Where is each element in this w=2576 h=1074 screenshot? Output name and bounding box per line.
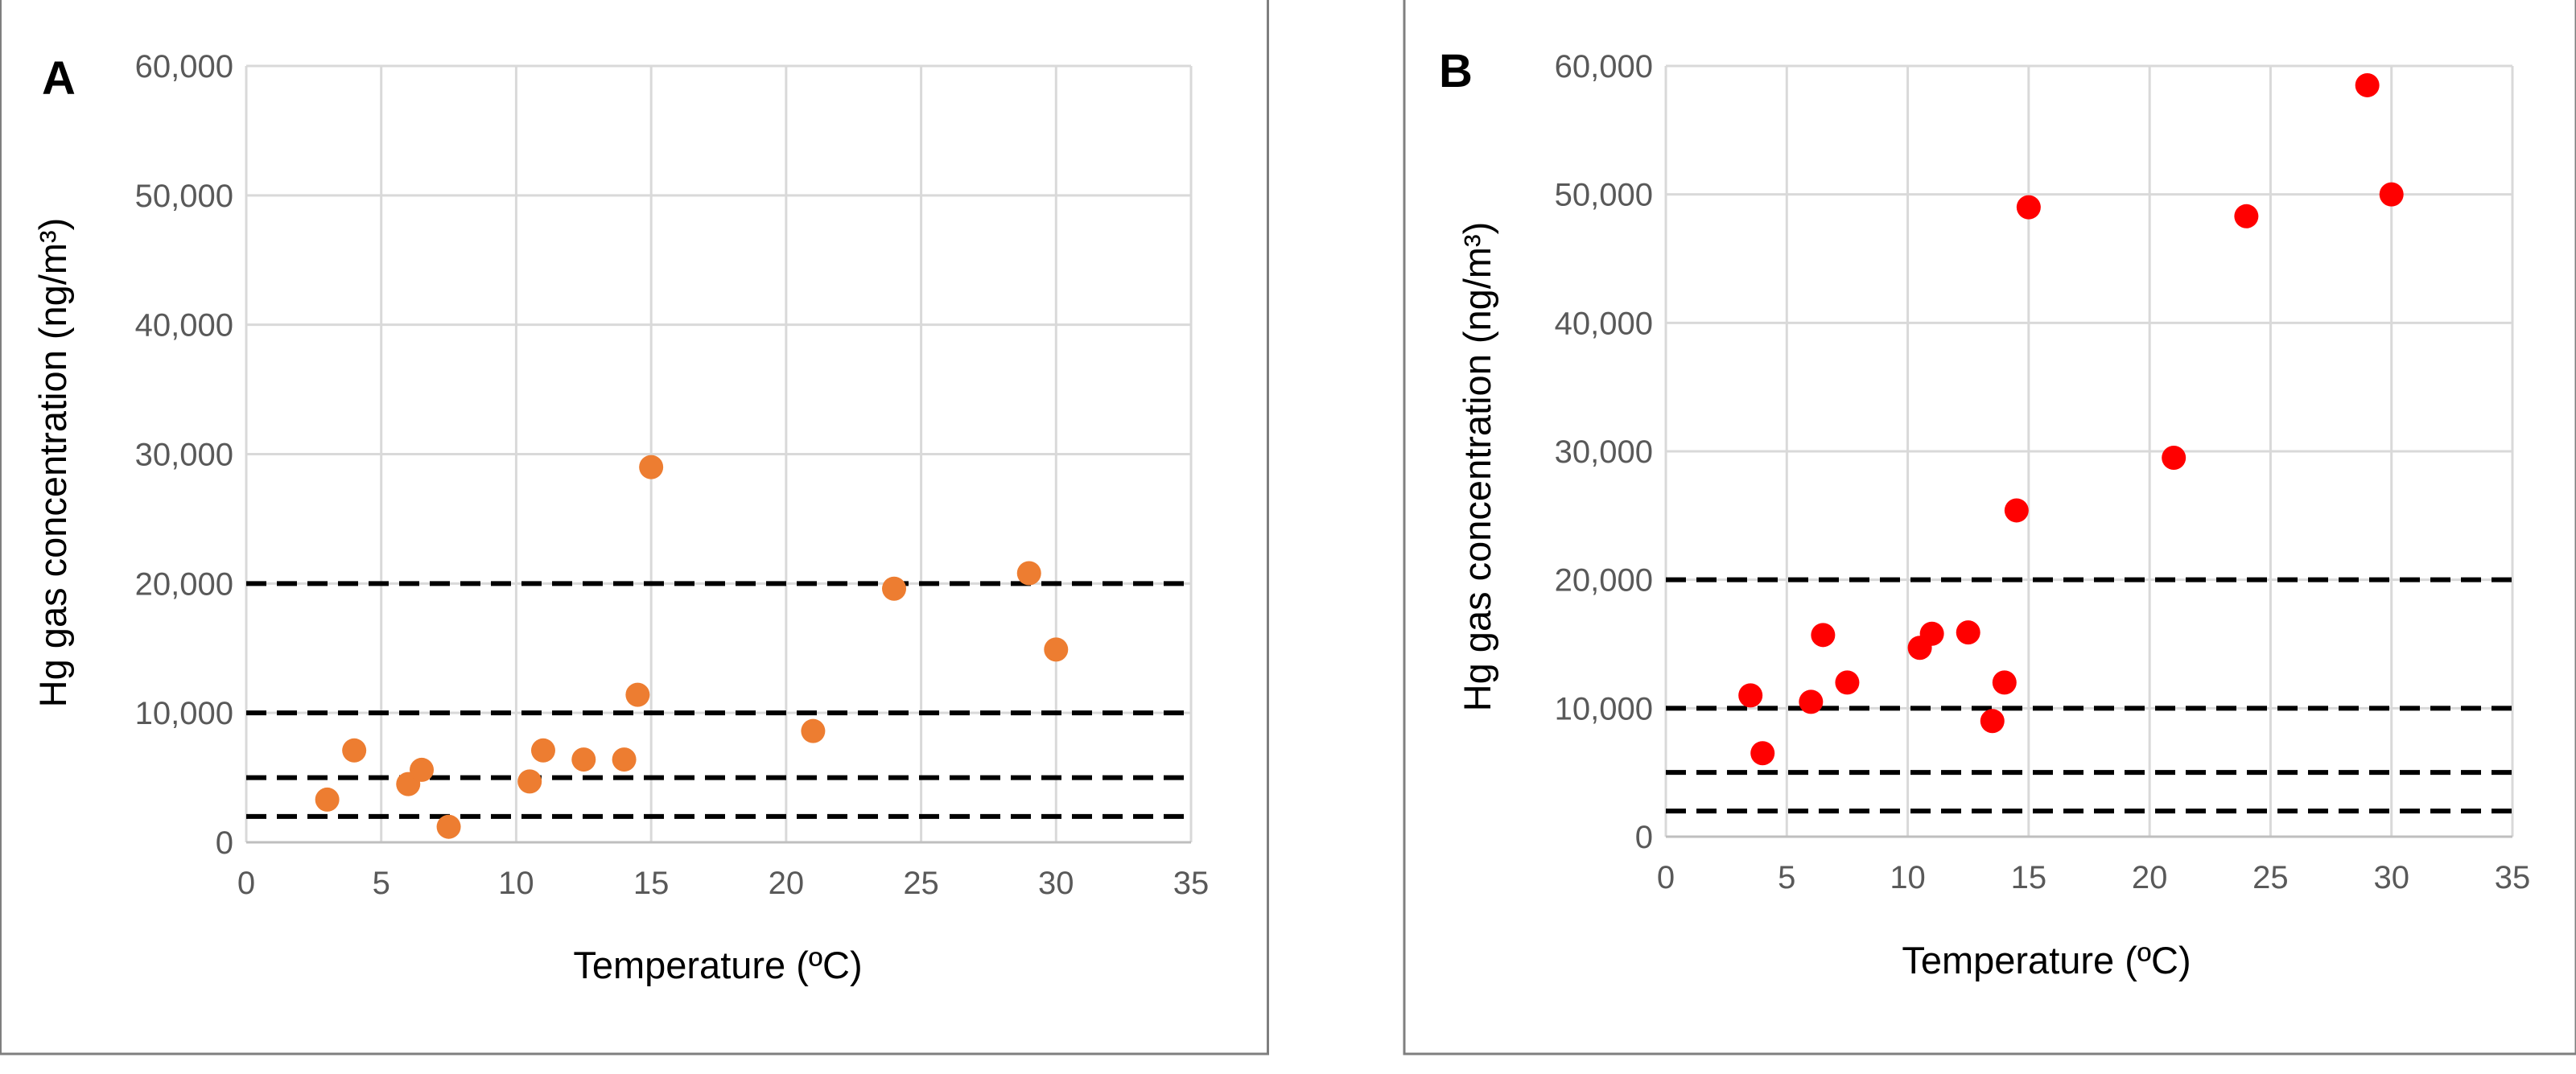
chart-b-gridlines xyxy=(1664,64,2514,838)
x-tick-label: 5 xyxy=(1778,860,1795,895)
y-tick-label: 0 xyxy=(1635,820,1653,855)
y-tick-label: 60,000 xyxy=(1555,49,1653,84)
chart-b-panel-label: B xyxy=(1439,45,1473,97)
data-point-6 xyxy=(517,769,542,794)
x-tick-label: 15 xyxy=(2011,860,2047,895)
x-tick-label: 20 xyxy=(2132,860,2168,895)
x-tick-label: 10 xyxy=(498,866,534,901)
chart-a-x-tick-labels: 0 5 10 15 20 25 30 35 xyxy=(237,866,1209,901)
y-tick-label: 20,000 xyxy=(1555,563,1653,599)
x-tick-label: 25 xyxy=(2252,860,2289,895)
chart-a-points xyxy=(315,455,1069,839)
data-point-7 xyxy=(530,738,555,763)
chart-b-x-axis-title: Temperature (ºC) xyxy=(1902,939,2191,981)
y-tick-label: 30,000 xyxy=(1555,434,1653,470)
data-point-3 xyxy=(1799,689,1824,714)
data-point-5 xyxy=(1835,670,1860,695)
data-point-8 xyxy=(1956,620,1980,645)
chart-b-x-tick-labels: 0 5 10 15 20 25 30 35 xyxy=(1657,860,2530,895)
chart-a-gridlines xyxy=(245,64,1193,844)
chart-b: 0 10,000 20,000 30,000 40,000 50,000 60,000 0 5… xyxy=(1439,45,2530,981)
x-tick-label: 20 xyxy=(769,866,805,901)
data-point-10 xyxy=(1992,670,2017,695)
x-tick-label: 0 xyxy=(1657,860,1675,895)
data-point-7 xyxy=(1919,621,1944,646)
chart-a-y-axis-title: Hg gas concentration (ng/m³) xyxy=(31,218,74,708)
data-point-11 xyxy=(2004,498,2029,523)
y-tick-label: 40,000 xyxy=(135,308,233,344)
data-point-14 xyxy=(1016,561,1041,586)
x-tick-label: 30 xyxy=(1038,866,1074,901)
data-point-9 xyxy=(1980,709,2005,734)
data-point-12 xyxy=(801,718,826,743)
chart-b-y-axis-title: Hg gas concentration (ng/m³) xyxy=(1456,222,1498,712)
chart-a-reference-lines xyxy=(246,581,1191,819)
panel-b-frame xyxy=(1403,0,2576,1055)
y-tick-label: 50,000 xyxy=(135,179,233,214)
chart-a-panel-label: A xyxy=(42,52,76,105)
x-tick-label: 15 xyxy=(633,866,670,901)
chart-b-y-tick-labels: 0 10,000 20,000 30,000 40,000 50,000 60,000 xyxy=(1555,49,1653,855)
data-point-15 xyxy=(1044,637,1069,662)
y-tick-label: 10,000 xyxy=(1555,691,1653,726)
data-point-13 xyxy=(2162,445,2187,470)
data-point-2 xyxy=(1750,741,1775,766)
data-point-10 xyxy=(625,682,650,707)
chart-b-reference-lines xyxy=(1666,577,2512,814)
chart-a-x-axis-title: Temperature (ºC) xyxy=(573,944,862,986)
x-tick-label: 5 xyxy=(373,866,390,901)
y-tick-label: 30,000 xyxy=(135,438,233,473)
data-point-9 xyxy=(612,747,637,772)
y-tick-label: 10,000 xyxy=(135,696,233,731)
y-tick-label: 50,000 xyxy=(1555,178,1653,213)
chart-a-y-tick-labels: 0 10,000 20,000 30,000 40,000 50,000 60,000 xyxy=(135,49,233,861)
x-tick-label: 35 xyxy=(2495,860,2531,895)
data-point-11 xyxy=(639,455,664,479)
data-point-4 xyxy=(1811,623,1836,648)
data-point-8 xyxy=(571,747,596,772)
y-tick-label: 20,000 xyxy=(135,566,233,602)
x-tick-label: 25 xyxy=(903,866,939,901)
data-point-16 xyxy=(2379,182,2404,207)
data-point-2 xyxy=(342,738,367,763)
data-point-12 xyxy=(2016,195,2041,220)
data-point-4 xyxy=(410,757,435,782)
x-tick-label: 0 xyxy=(237,866,255,901)
chart-b-points xyxy=(1738,72,2404,766)
y-tick-label: 40,000 xyxy=(1555,306,1653,341)
data-point-14 xyxy=(2234,204,2259,228)
x-tick-label: 30 xyxy=(2373,860,2409,895)
y-tick-label: 0 xyxy=(216,825,233,861)
x-tick-label: 10 xyxy=(1890,860,1926,895)
data-point-5 xyxy=(436,814,461,839)
data-point-13 xyxy=(882,576,907,601)
data-point-1 xyxy=(315,787,340,812)
y-tick-label: 60,000 xyxy=(135,49,233,84)
x-tick-label: 35 xyxy=(1173,866,1210,901)
data-point-1 xyxy=(1738,683,1763,708)
data-point-15 xyxy=(2355,72,2380,97)
chart-a: 0 10,000 20,000 30,000 40,000 50,000 60,000 0 5… xyxy=(31,49,1209,986)
panel-a-frame xyxy=(0,0,1269,1055)
